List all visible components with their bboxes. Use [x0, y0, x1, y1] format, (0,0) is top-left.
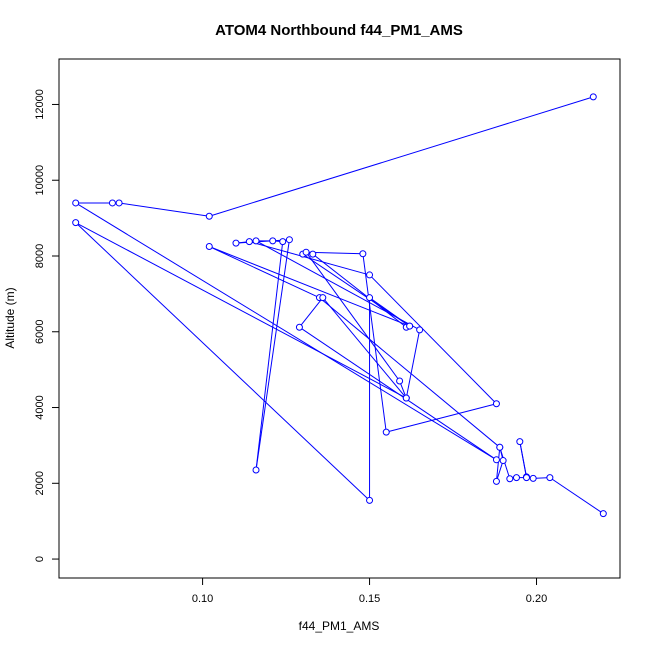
data-point	[599, 510, 607, 518]
data-point	[108, 199, 116, 207]
x-tick-label: 0.10	[192, 593, 213, 605]
series-segment	[362, 253, 387, 433]
series-segment	[299, 326, 497, 461]
series-segment	[255, 239, 290, 471]
data-point	[279, 238, 287, 246]
data-point	[512, 474, 520, 482]
y-tick-label: 6000	[34, 320, 46, 344]
series-segment	[249, 241, 370, 276]
series-segment	[495, 460, 504, 482]
data-point	[506, 475, 514, 483]
data-point	[295, 323, 303, 331]
data-point	[492, 477, 500, 485]
series-segment	[319, 297, 501, 448]
data-point	[285, 236, 293, 244]
series-segment	[405, 329, 421, 399]
series-segment	[209, 246, 410, 327]
y-axis: 0 2000 4000 6000 8000 10000 12000	[34, 89, 60, 562]
series-segment	[119, 202, 210, 217]
series-segment	[255, 241, 284, 471]
series-segment	[209, 96, 594, 217]
data-point	[396, 377, 404, 385]
data-point	[366, 271, 374, 279]
data-point	[232, 239, 240, 247]
series-segment	[209, 246, 320, 299]
data-point	[366, 496, 374, 504]
data-point	[309, 250, 317, 258]
series-segment	[369, 274, 497, 405]
data-point	[589, 93, 597, 101]
series-segment	[299, 297, 324, 328]
data-point	[523, 474, 530, 482]
data-point	[546, 474, 554, 482]
data-point	[115, 199, 123, 207]
data-point	[319, 294, 327, 302]
data-point	[499, 457, 507, 465]
series-segment	[255, 240, 420, 331]
data-point	[382, 428, 390, 436]
data-point	[402, 394, 410, 402]
data-point	[492, 400, 500, 408]
series-segment	[519, 441, 527, 478]
data-point	[72, 199, 80, 207]
data-point	[516, 438, 524, 446]
data-point	[252, 237, 260, 245]
series-segment	[386, 403, 497, 433]
data-point	[72, 219, 80, 227]
series-segment	[302, 253, 410, 327]
y-tick-label: 8000	[34, 244, 46, 268]
x-tick-label: 0.20	[526, 593, 547, 605]
series-layer	[72, 93, 607, 518]
data-point	[492, 456, 500, 464]
y-tick-label: 4000	[34, 395, 46, 419]
series-segment	[75, 202, 497, 461]
y-axis-label: Altitude (m)	[3, 287, 17, 348]
data-point	[269, 237, 277, 245]
data-point	[205, 212, 213, 220]
series-segment	[322, 297, 407, 399]
series-segment	[75, 222, 407, 399]
data-point	[366, 294, 374, 302]
series-segment	[312, 253, 407, 328]
chart-title: ATOM4 Northbound f44_PM1_AMS	[215, 22, 463, 39]
x-tick-label: 0.15	[359, 593, 380, 605]
y-tick-label: 2000	[34, 471, 46, 495]
data-point	[496, 443, 504, 451]
x-axis-label: f44_PM1_AMS	[299, 619, 380, 633]
y-tick-label: 12000	[34, 89, 46, 120]
data-point	[252, 466, 260, 474]
series-segment	[75, 222, 370, 501]
series-segment	[305, 251, 401, 382]
data-point	[205, 243, 213, 251]
data-point	[529, 474, 537, 482]
y-tick-label: 10000	[34, 165, 46, 196]
data-point	[406, 322, 414, 330]
y-tick-label: 0	[34, 556, 46, 562]
data-point	[359, 250, 367, 258]
data-point	[245, 238, 253, 246]
series-segment	[495, 447, 501, 482]
data-point	[302, 248, 310, 256]
data-point	[416, 326, 424, 334]
series-segment	[549, 477, 604, 515]
x-axis: 0.10 0.15 0.20	[192, 577, 547, 605]
